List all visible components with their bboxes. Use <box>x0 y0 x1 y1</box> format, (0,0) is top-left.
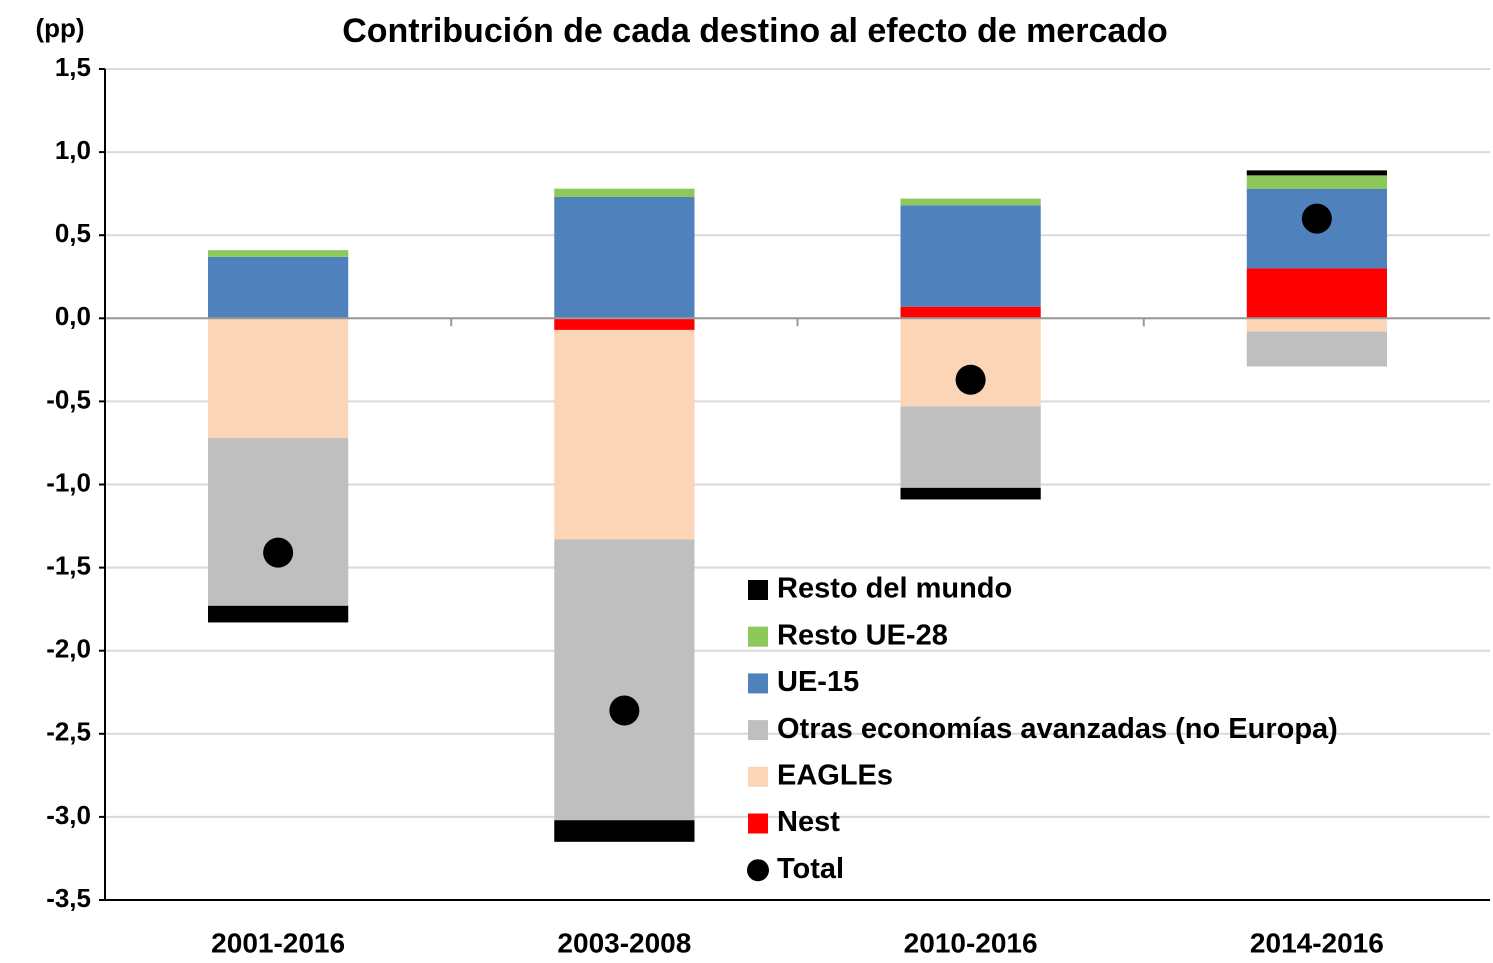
bar-segment <box>554 196 695 319</box>
bar-segment <box>208 437 349 606</box>
legend-label: Otras economías avanzadas (no Europa) <box>777 713 1338 745</box>
bar-segment <box>208 250 349 257</box>
bar-segment <box>208 605 349 623</box>
bar-segment <box>554 539 695 821</box>
legend-label: Total <box>777 853 844 885</box>
bar-segment <box>900 487 1041 500</box>
legend-label: EAGLEs <box>777 759 893 791</box>
y-tick-label: -1,5 <box>46 550 91 580</box>
x-tick-label: 2003-2008 <box>557 927 691 958</box>
bar-segment <box>208 256 349 319</box>
x-tick-label: 2001-2016 <box>211 927 345 958</box>
x-tick-label: 2014-2016 <box>1250 927 1384 958</box>
bar-segment <box>1246 318 1387 332</box>
y-tick-label: 0,0 <box>55 301 91 331</box>
bar-segment <box>554 329 695 540</box>
legend-swatch <box>748 813 768 834</box>
bar-segment <box>208 318 349 438</box>
bar-segment <box>1246 268 1387 319</box>
y-tick-label: 1,0 <box>55 135 91 165</box>
legend-swatch <box>747 859 769 882</box>
legend-label: Nest <box>777 806 840 838</box>
legend-swatch <box>748 673 768 694</box>
bar-segment <box>900 205 1041 307</box>
bar-segment <box>554 188 695 197</box>
legend-swatch <box>748 766 768 787</box>
bar-segment <box>900 198 1041 206</box>
y-tick-label: 0,5 <box>55 218 91 248</box>
y-tick-label: -3,0 <box>46 800 91 830</box>
y-tick-label: -0,5 <box>46 384 91 414</box>
y-tick-label: -2,0 <box>46 634 91 664</box>
legend-swatch <box>748 580 768 600</box>
bar-segment <box>900 406 1041 488</box>
total-dot <box>955 364 986 395</box>
bar-segment <box>900 306 1041 319</box>
legend-label: UE-15 <box>777 666 859 698</box>
total-dot <box>263 537 294 568</box>
x-tick-label: 2010-2016 <box>904 927 1038 958</box>
y-tick-label: -3,5 <box>46 883 91 913</box>
bar-segment <box>1246 331 1387 367</box>
legend-swatch <box>748 626 768 647</box>
legend-label: Resto del mundo <box>777 573 1012 605</box>
total-dot <box>609 695 640 726</box>
bar-segment <box>554 820 695 842</box>
y-tick-label: -1,0 <box>46 467 91 497</box>
y-axis-label: (pp) <box>35 13 84 43</box>
legend-label: Resto UE-28 <box>777 619 948 651</box>
bar-segment <box>1246 175 1387 189</box>
y-tick-label: -2,5 <box>46 717 91 747</box>
bar-segment <box>1246 170 1387 176</box>
bar-segment <box>554 318 695 330</box>
chart-title: Contribución de cada destino al efecto d… <box>342 12 1168 50</box>
total-dot <box>1301 203 1332 234</box>
legend-swatch <box>748 720 768 741</box>
y-tick-label: 1,5 <box>55 52 91 82</box>
